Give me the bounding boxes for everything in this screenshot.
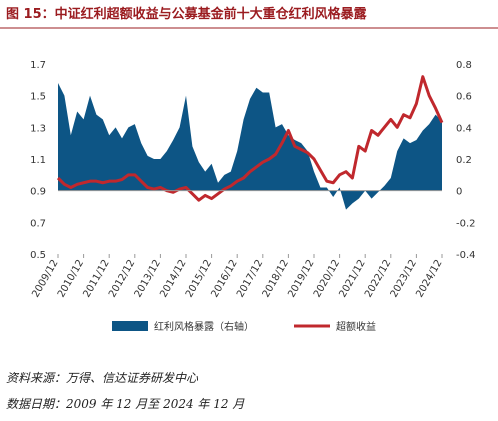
y2-tick-label: 0.2 <box>456 155 472 166</box>
legend-swatch <box>112 321 148 331</box>
y-tick-label: 0.9 <box>30 187 46 198</box>
y-tick-label: 1.3 <box>30 123 46 134</box>
y2-tick-label: 0.6 <box>456 92 472 103</box>
y-tick-label: 0.5 <box>30 250 46 261</box>
y2-tick-label: 0.4 <box>456 123 472 134</box>
area <box>58 83 442 210</box>
legend-label: 超额收益 <box>336 320 376 333</box>
y2-tick-label: 0.8 <box>456 60 472 71</box>
y-tick-label: 1.1 <box>30 155 46 166</box>
line <box>56 75 444 202</box>
y-tick-label: 1.5 <box>30 92 46 103</box>
y2-tick-label: -0.2 <box>456 218 476 229</box>
date-note: 数据日期：2009 年 12 月至 2024 年 12 月 <box>6 397 245 411</box>
y-tick-label: 0.7 <box>30 218 46 229</box>
y-tick-label: 1.7 <box>30 60 46 71</box>
y2-tick-label: -0.4 <box>456 250 476 261</box>
y2-tick-label: 0 <box>456 187 462 198</box>
source-note: 资料来源：万得、信达证券研发中心 <box>6 371 199 385</box>
legend-label: 红利风格暴露（右轴） <box>154 320 254 333</box>
chart-title: 图 15：中证红利超额收益与公募基金前十大重仓红利风格暴露 <box>6 6 368 22</box>
x-tick-label: 2024/12 <box>414 258 444 299</box>
